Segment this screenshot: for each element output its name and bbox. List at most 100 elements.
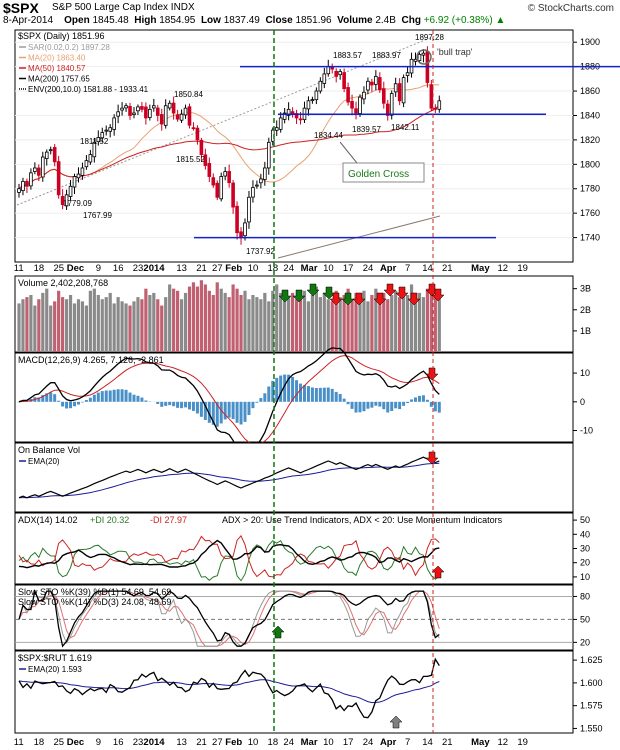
macd-histogram-bar: [326, 387, 330, 402]
price-x-axis-label: 9: [96, 263, 101, 274]
volume-bar: [25, 297, 29, 352]
candle-body: [266, 141, 271, 169]
candle-body: [330, 66, 335, 70]
volume-bar: [45, 288, 49, 352]
macd-histogram-bar: [342, 398, 346, 402]
macd-histogram-bar: [390, 401, 394, 411]
macd-histogram-bar: [386, 401, 390, 413]
volume-bar: [219, 288, 223, 352]
macd-histogram-bar: [358, 401, 362, 413]
price-title: $SPX (Daily) 1851.96: [18, 31, 105, 41]
volume-bar: [290, 292, 295, 352]
volume-bar: [279, 292, 283, 352]
volume-bar: [366, 301, 370, 352]
volume-bar: [64, 299, 69, 352]
volume-green-arrow: [278, 289, 292, 303]
candle-body: [405, 72, 410, 76]
macd-histogram-bar: [338, 393, 342, 402]
price-legend-item: MA(200) 1757.65: [28, 75, 90, 84]
adx-red-arrow: [431, 565, 445, 579]
volume-bar: [76, 299, 81, 352]
candle-body: [29, 172, 33, 187]
price-value-label: 1842.11: [391, 123, 420, 132]
candle-body: [187, 106, 192, 126]
high-value: 1854.95: [159, 15, 196, 26]
volume-bar: [283, 295, 287, 352]
macd-title: MACD(12,26,9) 4.265, 7.126, -2.861: [18, 355, 164, 365]
candle-body: [433, 107, 438, 110]
candle-body: [219, 176, 224, 200]
macd-histogram-bar: [382, 401, 386, 410]
macd-histogram-bar: [414, 397, 417, 402]
volume-bar: [243, 290, 247, 352]
volume-bar: [191, 282, 196, 352]
macd-histogram-bar: [394, 401, 398, 409]
volume-bar: [231, 284, 235, 352]
price-x-axis-label: 10: [248, 263, 259, 274]
volume-bar: [53, 301, 57, 352]
macd-histogram-bar: [334, 391, 338, 402]
macd-histogram-bar: [402, 401, 406, 406]
adx-minus-di-line: [18, 534, 440, 578]
candle-body: [354, 108, 358, 114]
bottom-x-axis-label: Apr: [380, 737, 397, 748]
relative-legend-ema: EMA(20) 1.593: [28, 665, 82, 674]
adx-note: ADX > 20: Use Trend Indicators, ADX < 20…: [222, 515, 503, 525]
relative-axis-tick-label: 1.625: [580, 655, 603, 665]
volume-bar: [409, 284, 414, 352]
candle-body: [128, 106, 132, 116]
volume-bar: [104, 297, 108, 352]
macd-histogram-bar: [406, 401, 410, 404]
candle-body: [429, 84, 434, 109]
candle-body: [203, 154, 208, 166]
candle-body: [259, 178, 263, 184]
date-label: 8-Apr-2014: [3, 15, 54, 26]
relative-gray-arrow: [389, 715, 403, 729]
macd-histogram-bar: [271, 380, 275, 402]
macd-histogram-bar: [421, 395, 425, 402]
macd-histogram-bar: [410, 399, 414, 402]
volume-bar: [128, 305, 132, 352]
macd-histogram-bar: [73, 401, 77, 407]
macd-histogram-bar: [279, 375, 283, 402]
price-axis-tick-label: 1900: [580, 37, 600, 47]
volume-bar: [49, 305, 53, 352]
macd-histogram-bar: [132, 394, 136, 402]
macd-histogram-bar: [239, 401, 243, 425]
volume-bar: [41, 292, 45, 352]
volume-bar: [326, 299, 330, 352]
volume-bar: [390, 295, 394, 352]
macd-histogram-bar: [433, 401, 437, 412]
macd-histogram-bar: [195, 401, 199, 414]
candle-body: [350, 101, 354, 109]
volume-red-arrow: [395, 286, 409, 300]
volume-bar: [271, 290, 275, 352]
candle-body: [342, 72, 346, 90]
adx-axis-tick-label: 40: [580, 529, 590, 539]
volume-bar: [92, 288, 96, 352]
candle-body: [52, 147, 57, 163]
relative-axis-tick-label: 1.600: [580, 678, 603, 688]
volume-bar: [239, 295, 243, 352]
volume-bar: [17, 303, 21, 352]
volume-bar: [80, 301, 85, 352]
candle-body: [68, 185, 73, 197]
candle-body: [159, 114, 164, 125]
candle-body: [421, 52, 426, 56]
candle-body: [152, 105, 156, 109]
volume-bar: [100, 299, 104, 352]
macd-histogram-bar: [235, 401, 239, 423]
candle-body: [140, 106, 144, 110]
bottom-x-axis-label: 11: [14, 737, 24, 748]
candle-body: [362, 91, 366, 100]
relative-line: [18, 657, 440, 719]
price-panel: [14, 29, 574, 263]
price-value-label: 1834.44: [314, 131, 343, 140]
volume-red-arrow: [407, 292, 421, 306]
macd-red-arrow: [425, 367, 439, 381]
volume-bar: [318, 297, 322, 352]
volume-bar: [164, 297, 168, 352]
volume-bar: [88, 290, 92, 352]
volume-bar: [120, 301, 124, 352]
price-x-axis-label: 21: [442, 263, 453, 274]
